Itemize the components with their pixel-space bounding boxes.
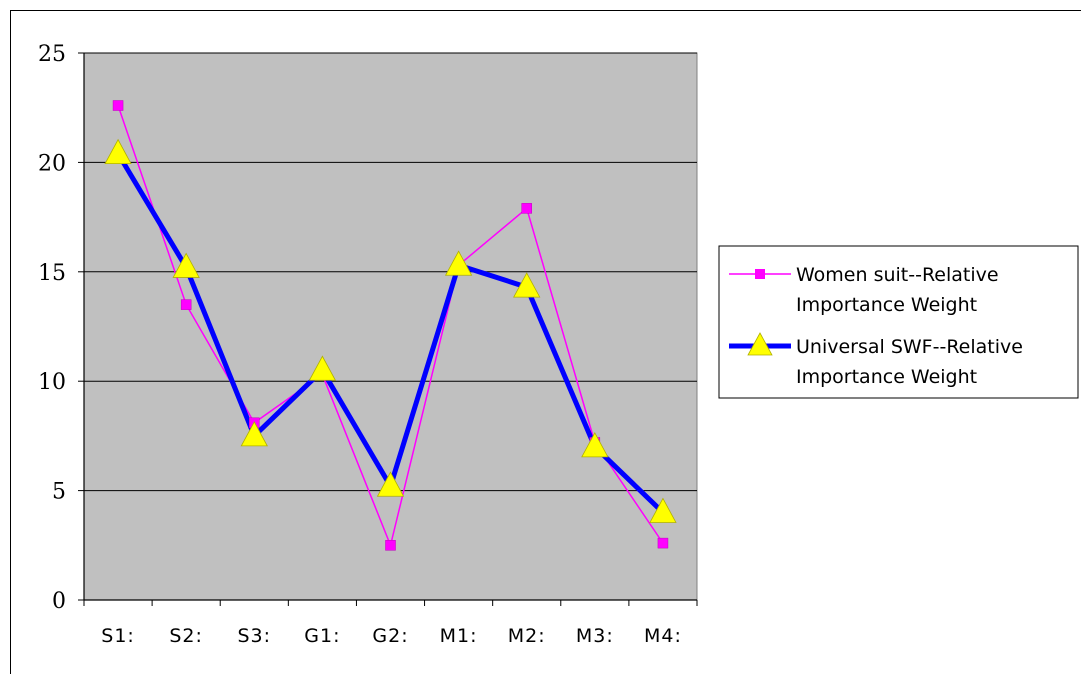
x-tick-label: S3:: [237, 625, 271, 647]
y-tick-label: 20: [38, 151, 66, 176]
point-universal-swf: [240, 421, 268, 447]
legend-label-universal-swf: Importance Weight: [796, 366, 977, 388]
line-chart: 0 5 10 15 20 25 S1: S2: S3: G1: G2: M1: M2: M3: M4: Wom…: [38, 42, 1079, 647]
point-universal-swf: [649, 497, 677, 523]
x-tick-label: S2:: [169, 625, 203, 647]
x-tick-label: G1:: [304, 625, 340, 647]
plot-area: [83, 52, 698, 601]
point-women-suit: [112, 100, 124, 111]
y-tick-label: 25: [38, 42, 66, 67]
point-women-suit: [180, 299, 192, 310]
legend: [718, 245, 1079, 399]
point-universal-swf: [513, 272, 541, 298]
y-tick-label: 10: [38, 370, 66, 395]
point-universal-swf: [104, 138, 132, 165]
point-universal-swf: [444, 250, 473, 276]
point-universal-swf: [308, 355, 337, 381]
point-women-suit: [657, 537, 669, 549]
legend-label-women-suit: Women suit--Relative: [796, 264, 999, 286]
legend-label-women-suit: Importance Weight: [796, 294, 977, 316]
legend-swatch-marker-universal-swf: [747, 332, 773, 356]
y-tick-label: 15: [38, 261, 66, 286]
x-tick-label: G2:: [372, 625, 408, 647]
point-women-suit: [385, 540, 396, 551]
point-universal-swf: [172, 252, 200, 278]
legend-swatch-marker-women-suit: [755, 269, 765, 279]
point-universal-swf: [376, 471, 405, 497]
x-tick-label: S1:: [101, 625, 135, 647]
x-tick-label: M4:: [644, 625, 682, 647]
x-tick-label: M1:: [440, 625, 478, 647]
x-tick-label: M3:: [576, 625, 614, 647]
point-universal-swf: [581, 432, 609, 458]
point-women-suit: [521, 203, 532, 214]
y-tick-label: 5: [52, 480, 66, 505]
chart-frame: 0 5 10 15 20 25 S1: S2: S3: G1: G2: M1: M2: M3: M4: Wom…: [10, 10, 1081, 674]
y-tick-label: 0: [52, 589, 66, 614]
x-tick-label: M2:: [508, 625, 546, 647]
legend-label-universal-swf: Universal SWF--Relative: [796, 336, 1023, 358]
